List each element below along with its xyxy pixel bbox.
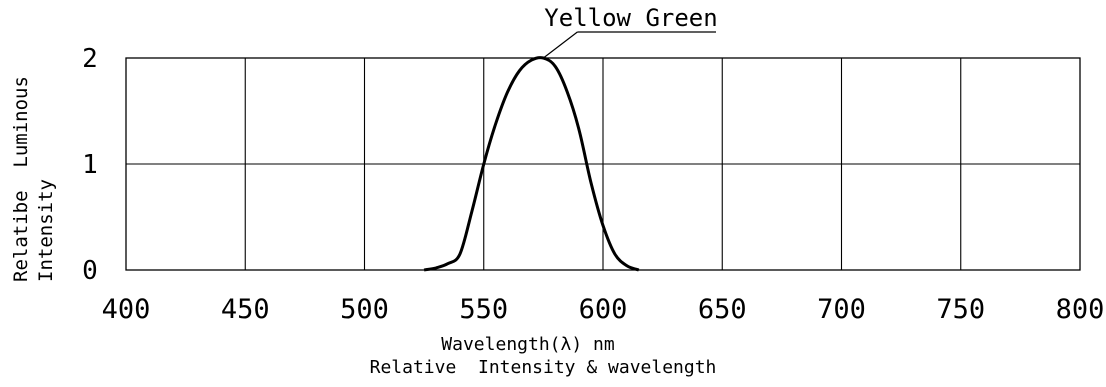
x-tick-label-550: 550 [459,294,508,325]
y-axis-label-line-2: Intensity [35,179,57,282]
x-tick-label-500: 500 [340,294,389,325]
chart-caption: Relative Intensity & wavelength [370,357,717,378]
series-line-0 [423,56,640,272]
x-tick-label-650: 650 [698,294,747,325]
x-tick-label-800: 800 [1056,294,1105,325]
annotations: Yellow Green [543,4,718,59]
y-tick-label-1: 1 [82,150,98,180]
y-axis-label-line-1: Relatibe Luminous [10,76,32,282]
x-tick-label-750: 750 [936,294,985,325]
x-tick-label-700: 700 [817,294,866,325]
grid [125,57,1081,271]
x-tick-label-450: 450 [221,294,270,325]
series-label-0: Yellow Green [544,4,717,32]
x-axis-label: Wavelength(λ) nm [441,334,614,355]
series-label-leader [543,31,578,59]
y-tick-label-2: 2 [82,44,98,74]
x-tick-label-600: 600 [579,294,628,325]
tick-labels: 400 450 500 550 600 650 700 750 800 0 1 2 [82,44,1104,325]
series [423,56,640,272]
x-tick-label-400: 400 [102,294,151,325]
y-tick-label-0: 0 [82,256,98,286]
